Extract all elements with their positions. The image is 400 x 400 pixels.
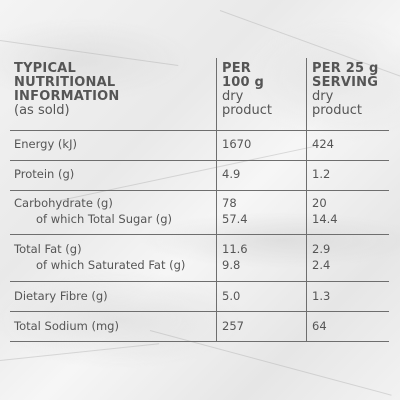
column-divider [306, 161, 307, 190]
value-per-serving: 424 [312, 137, 334, 151]
sub-value-per-serving: 2.4 [312, 258, 331, 272]
column-divider [306, 131, 307, 160]
header-line: 100 g [222, 75, 264, 90]
value-per-serving: 64 [312, 319, 327, 333]
header-nutrition-label: TYPICAL NUTRITIONAL INFORMATION (as sold… [14, 62, 214, 118]
nutrient-label: Protein (g) [14, 167, 75, 181]
sub-value-per-100g: 57.4 [222, 212, 248, 226]
header-subline: product [312, 103, 363, 118]
table-row: Total Fat (g) 11.6 2.9 of which Saturate… [10, 235, 389, 282]
value-per-100g: 1670 [222, 137, 252, 151]
value-per-serving: 1.2 [312, 167, 331, 181]
table-row: Carbohydrate (g) 78 20 of which Total Su… [10, 191, 389, 235]
header-subline: dry [222, 89, 244, 104]
table-header-row: TYPICAL NUTRITIONAL INFORMATION (as sold… [10, 58, 389, 131]
header-line: PER 25 g [312, 61, 379, 76]
header-line: NUTRITIONAL [14, 75, 116, 90]
sub-value-per-100g: 9.8 [222, 258, 241, 272]
sub-nutrient-label: of which Saturated Fat (g) [36, 258, 186, 272]
value-per-100g: 257 [222, 319, 244, 333]
nutrient-label: Carbohydrate (g) [14, 196, 113, 210]
header-subline: (as sold) [14, 103, 70, 118]
nutrient-label: Energy (kJ) [14, 137, 77, 151]
column-divider [306, 235, 307, 281]
header-per-serving: PER 25 g SERVING dry product [312, 62, 389, 118]
column-divider [306, 282, 307, 311]
column-divider [306, 58, 307, 130]
value-per-100g: 11.6 [222, 242, 248, 256]
table-row: Energy (kJ) 1670 424 [10, 131, 389, 161]
header-per-100g: PER 100 g dry product [222, 62, 308, 118]
nutrient-label: Total Sodium (mg) [14, 319, 119, 333]
header-line: PER [222, 61, 252, 76]
table-row: Dietary Fibre (g) 5.0 1.3 [10, 282, 389, 312]
column-divider [306, 312, 307, 341]
column-divider [216, 58, 217, 130]
column-divider [216, 161, 217, 190]
header-line: INFORMATION [14, 89, 120, 104]
value-per-serving: 2.9 [312, 242, 331, 256]
header-subline: product [222, 103, 273, 118]
value-per-100g: 5.0 [222, 289, 241, 303]
table-row: Protein (g) 4.9 1.2 [10, 161, 389, 191]
column-divider [216, 235, 217, 281]
value-per-100g: 4.9 [222, 167, 241, 181]
sub-value-per-serving: 14.4 [312, 212, 338, 226]
value-per-serving: 20 [312, 196, 327, 210]
column-divider [216, 282, 217, 311]
nutrient-label: Total Fat (g) [14, 242, 82, 256]
nutrition-table: TYPICAL NUTRITIONAL INFORMATION (as sold… [10, 58, 389, 342]
column-divider [216, 191, 217, 234]
header-line: TYPICAL [14, 61, 76, 76]
value-per-100g: 78 [222, 196, 237, 210]
column-divider [216, 131, 217, 160]
header-subline: dry [312, 89, 334, 104]
column-divider [306, 191, 307, 234]
table-row: Total Sodium (mg) 257 64 [10, 312, 389, 342]
sub-nutrient-label: of which Total Sugar (g) [36, 212, 173, 226]
header-line: SERVING [312, 75, 379, 90]
marble-vein [0, 343, 160, 361]
column-divider [216, 312, 217, 341]
value-per-serving: 1.3 [312, 289, 331, 303]
nutrient-label: Dietary Fibre (g) [14, 289, 108, 303]
